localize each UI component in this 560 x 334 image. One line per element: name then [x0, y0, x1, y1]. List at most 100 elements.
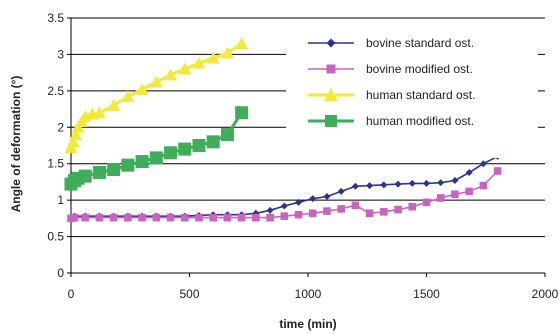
data-point [294, 210, 303, 219]
legend-label: bovine modified ost. [366, 62, 473, 76]
data-point [164, 68, 178, 81]
data-point [178, 62, 192, 75]
data-point [309, 195, 317, 203]
data-point [66, 135, 80, 148]
data-point [149, 75, 163, 88]
data-point [380, 208, 388, 216]
series-3 [64, 106, 249, 191]
x-tick-label: 0 [68, 287, 75, 301]
data-point [152, 213, 161, 222]
data-point [192, 56, 206, 69]
series-line [70, 170, 499, 220]
data-point [408, 179, 416, 187]
data-point [437, 179, 445, 187]
data-point [323, 207, 331, 215]
x-tick-label: 2000 [532, 287, 559, 301]
data-point [135, 82, 149, 95]
series-layer [64, 37, 502, 223]
data-point [365, 209, 374, 218]
y-axis-title: Angle of deformation (°) [9, 76, 23, 213]
data-point [220, 46, 234, 59]
data-point [195, 213, 203, 222]
data-point [206, 135, 220, 149]
data-point [220, 128, 234, 142]
legend: bovine standard ost. bovine modified ost.… [286, 24, 538, 158]
data-point [107, 98, 121, 111]
x-tick-label: 500 [179, 287, 199, 301]
data-point [107, 163, 121, 177]
data-point [465, 187, 473, 196]
legend-marker [326, 38, 336, 48]
data-point [423, 179, 430, 187]
data-point [394, 180, 402, 188]
y-tick-label: 0 [57, 266, 64, 280]
data-point [337, 205, 345, 213]
data-point [109, 213, 118, 222]
data-point [280, 212, 289, 220]
data-point [135, 155, 149, 169]
data-point [308, 209, 317, 218]
data-point [78, 169, 92, 183]
data-point [351, 201, 360, 210]
y-tick-label: 3 [57, 47, 64, 61]
data-point [209, 213, 217, 222]
data-point [235, 106, 249, 120]
legend-label: bovine standard ost. [366, 36, 474, 50]
data-point [121, 90, 135, 103]
legend-marker [326, 64, 336, 74]
data-point [451, 190, 459, 199]
data-point [408, 202, 417, 211]
axes-layer: 0 0.5 1 1.5 2 2.5 3 3.5 0 500 1000 1500 2000 [47, 11, 558, 301]
data-point [479, 160, 487, 168]
data-point [235, 37, 249, 49]
y-tick-label: 0.5 [47, 230, 64, 244]
x-tick-label: 1500 [413, 287, 440, 301]
data-point [149, 151, 163, 165]
data-point [337, 187, 345, 195]
x-axis-title: time (min) [279, 317, 336, 331]
data-point [380, 181, 388, 189]
data-point [451, 176, 459, 184]
data-point [69, 128, 83, 141]
legend-marker [324, 88, 338, 101]
data-point [323, 193, 331, 200]
data-point [166, 213, 175, 222]
data-point [124, 213, 132, 222]
data-point [479, 181, 488, 190]
data-point [178, 142, 192, 156]
data-point [237, 213, 246, 222]
y-tick-label: 2.5 [47, 84, 64, 98]
legend-background [286, 24, 538, 158]
data-point [493, 167, 502, 175]
legend-label: human modified ost. [366, 114, 474, 128]
data-point [366, 182, 374, 190]
data-point [266, 213, 274, 222]
y-tick-label: 2 [57, 120, 64, 134]
data-point [95, 213, 104, 222]
data-point [280, 202, 288, 210]
y-tick-label: 1.5 [47, 157, 64, 171]
data-point [422, 198, 431, 207]
data-point [465, 168, 473, 176]
data-point [121, 158, 135, 172]
data-point [92, 106, 106, 119]
y-tick-label: 1 [57, 193, 64, 207]
series-1 [67, 167, 502, 223]
data-point [192, 139, 206, 152]
data-point [295, 198, 303, 206]
data-point [223, 213, 232, 222]
data-point [138, 213, 146, 222]
data-point [81, 213, 90, 222]
data-point [164, 146, 178, 160]
y-tick-label: 3.5 [47, 11, 64, 25]
data-point [206, 51, 220, 64]
data-point [266, 206, 274, 214]
data-point [351, 182, 359, 190]
legend-marker [325, 115, 337, 127]
data-point [180, 213, 189, 222]
series-2 [64, 37, 249, 154]
data-point [394, 205, 402, 214]
data-point [252, 213, 260, 222]
